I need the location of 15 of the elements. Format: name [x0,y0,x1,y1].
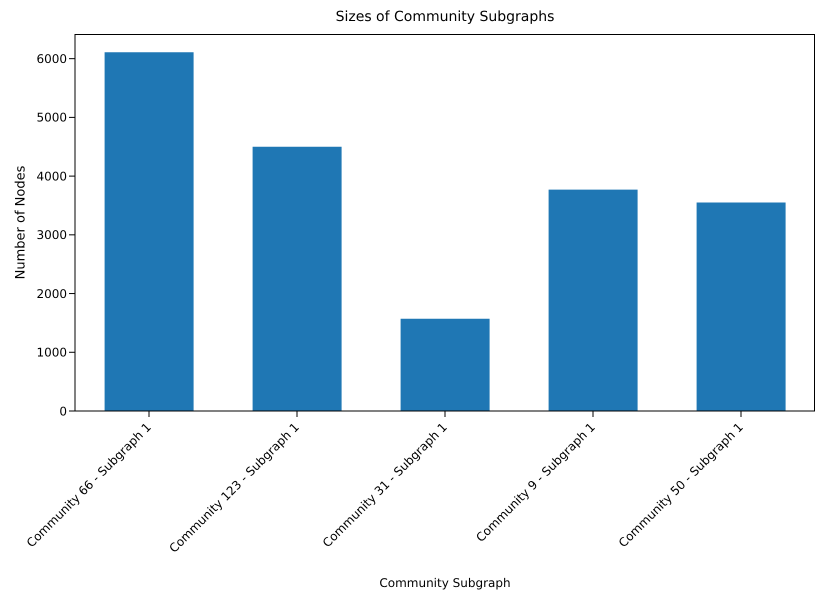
bar [252,146,342,411]
y-tick-label: 1000 [36,346,67,360]
y-tick-label: 5000 [36,110,67,125]
y-tick-label: 4000 [36,169,67,184]
y-tick-label: 0 [59,404,67,418]
y-axis-title: Number of Nodes [14,165,29,280]
bar [400,318,490,411]
y-tick-label: 3000 [36,228,67,242]
y-tick-label: 2000 [36,286,67,301]
bar [104,52,194,411]
chart-title: Sizes of Community Subgraphs [334,8,556,26]
y-tick-label: 6000 [36,52,67,66]
x-axis-title: Community Subgraph [379,576,511,590]
bar [696,202,786,411]
bar [548,190,638,411]
